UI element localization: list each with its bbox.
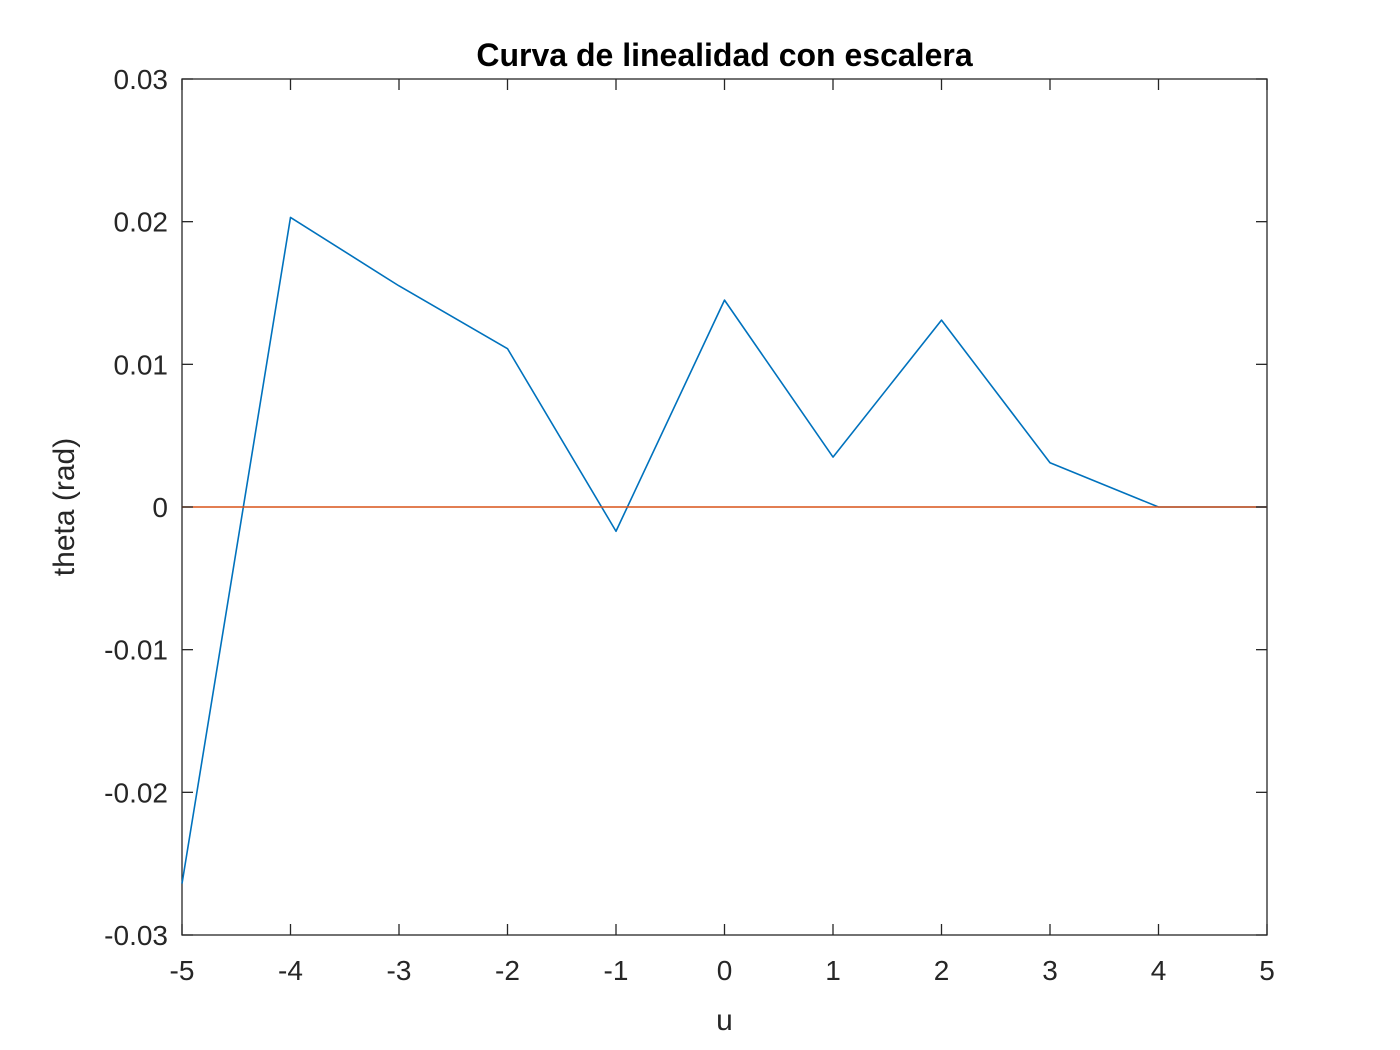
x-tick-label: 2 (934, 955, 950, 986)
y-tick-label: 0.01 (114, 349, 169, 380)
y-tick-label: -0.03 (104, 920, 168, 951)
x-ticks: -5 -4 -3 -2 -1 0 1 2 3 4 5 (170, 79, 1275, 986)
x-tick-label: -5 (170, 955, 195, 986)
x-tick-label: -3 (387, 955, 412, 986)
x-tick-label: 0 (717, 955, 733, 986)
x-axis-label: u (716, 1004, 733, 1037)
series-layer (181, 216, 1267, 884)
x-tick-label: 1 (825, 955, 841, 986)
y-ticks: 0.03 0.02 0.01 0 -0.01 -0.02 -0.03 (104, 64, 1267, 951)
x-tick-label: -2 (495, 955, 520, 986)
y-tick-label: 0.03 (114, 64, 169, 95)
x-tick-label: -1 (604, 955, 629, 986)
x-tick-label: -4 (278, 955, 303, 986)
y-tick-label: -0.01 (104, 635, 168, 666)
y-tick-label: 0 (152, 492, 168, 523)
y-tick-label: -0.02 (104, 777, 168, 808)
x-tick-label: 4 (1151, 955, 1167, 986)
plot-area: -5 -4 -3 -2 -1 0 1 2 3 4 5 0.03 0.02 0.01 0 -0.01 -0.02… (104, 64, 1275, 986)
x-tick-label: 5 (1259, 955, 1275, 986)
x-tick-label: 3 (1042, 955, 1058, 986)
y-axis-label: theta (rad) (48, 438, 81, 576)
chart-title: Curva de linealidad con escalera (476, 37, 972, 73)
series-line-1 (181, 216, 1267, 884)
y-tick-label: 0.02 (114, 207, 169, 238)
